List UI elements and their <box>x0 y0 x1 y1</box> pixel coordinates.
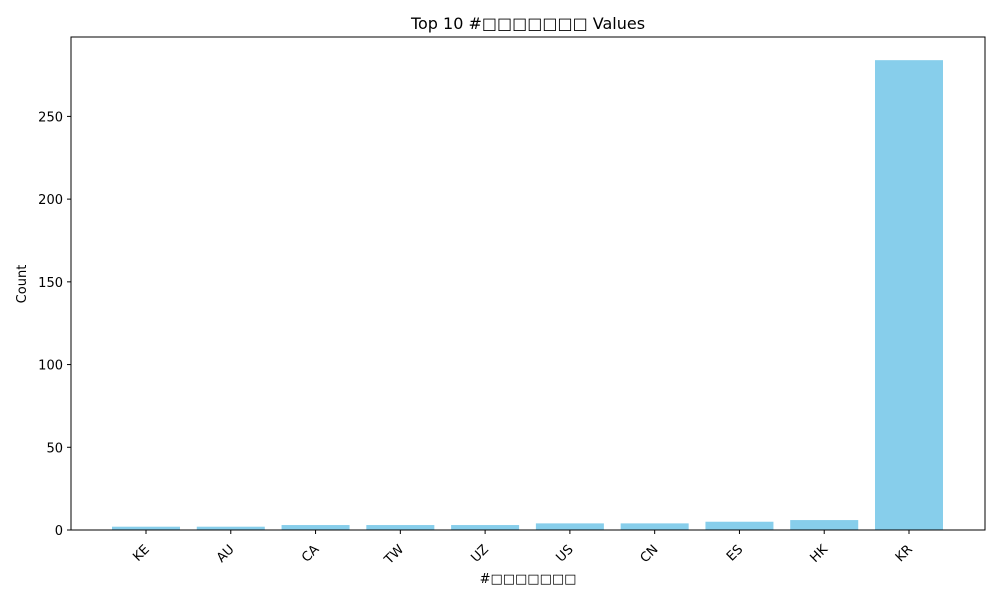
bar-kr <box>875 60 943 530</box>
bar-ca <box>281 525 350 530</box>
y-axis-label: Count <box>15 265 30 304</box>
x-tick-label-us: US <box>554 542 577 565</box>
y-axis: 0 50 100 150 200 250 <box>38 110 71 539</box>
bar-au <box>196 526 265 530</box>
bar-uz <box>451 525 520 530</box>
y-tick-label-100: 100 <box>38 359 63 374</box>
x-tick-label-tw: TW <box>381 542 407 568</box>
bars-layer <box>112 60 943 530</box>
y-tick-label-0: 0 <box>55 524 63 539</box>
y-tick-label-200: 200 <box>38 193 63 208</box>
x-tick-label-kr: KR <box>893 542 916 565</box>
bar-us <box>535 523 604 530</box>
bar-ke <box>112 526 180 530</box>
y-tick-label-50: 50 <box>46 441 63 456</box>
x-tick-label-au: AU <box>214 542 238 566</box>
bar-cn <box>620 523 689 530</box>
y-tick-label-150: 150 <box>38 276 63 291</box>
bar-tw <box>366 525 435 530</box>
x-tick-label-cn: CN <box>638 542 662 566</box>
bar-hk <box>790 520 859 530</box>
y-tick-label-250: 250 <box>38 110 63 125</box>
x-tick-label-hk: HK <box>807 542 831 566</box>
x-tick-label-uz: UZ <box>468 542 492 566</box>
x-axis: KE AU CA TW UZ US CN ES HK KR <box>130 530 916 568</box>
x-tick-label-es: ES <box>724 542 746 564</box>
x-tick-label-ca: CA <box>299 542 322 565</box>
plot-frame <box>70 36 986 531</box>
bar-es <box>705 521 774 530</box>
x-tick-label-ke: KE <box>130 542 152 564</box>
chart-title: Top 10 #□□□□□□□ Values <box>410 14 645 33</box>
x-axis-label: #□□□□□□□ <box>480 572 577 587</box>
